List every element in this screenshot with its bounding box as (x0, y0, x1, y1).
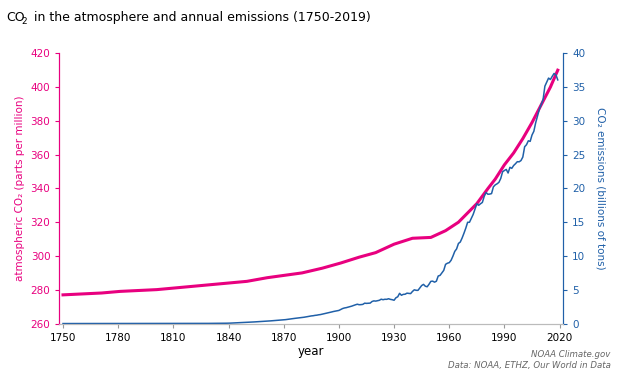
X-axis label: year: year (298, 346, 324, 359)
Text: NOAA Climate.gov
Data: NOAA, ETHZ, Our World in Data: NOAA Climate.gov Data: NOAA, ETHZ, Our W… (448, 350, 611, 370)
Text: 2: 2 (22, 17, 27, 26)
Y-axis label: CO₂ emissions (billions of tons): CO₂ emissions (billions of tons) (595, 107, 605, 270)
Text: CO: CO (6, 11, 25, 24)
Text: in the atmosphere and annual emissions (1750-2019): in the atmosphere and annual emissions (… (30, 11, 371, 24)
Y-axis label: atmospheric CO₂ (parts per million): atmospheric CO₂ (parts per million) (15, 96, 25, 281)
